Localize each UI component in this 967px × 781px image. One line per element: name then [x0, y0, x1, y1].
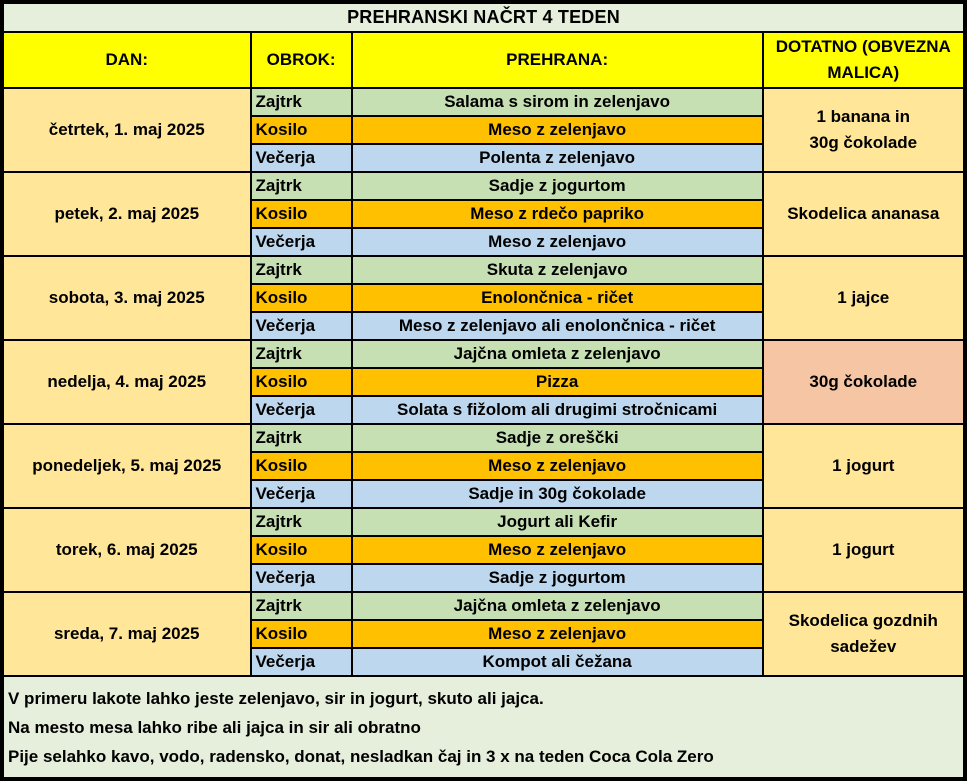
day-cell-3: sobota, 3. maj 2025 [2, 255, 252, 341]
meal-label-lunch: Kosilo [249, 199, 353, 229]
meal-label-dinner: Večerja [249, 647, 353, 677]
meal-label-breakfast: Zajtrk [249, 87, 353, 117]
day-cell-4: nedelja, 4. maj 2025 [2, 339, 252, 425]
extra-cell-2: Skodelica ananasa [761, 171, 966, 257]
note-hunger: V primeru lakote lahko jeste zelenjavo, … [8, 688, 544, 708]
notes-row: V primeru lakote lahko jeste zelenjavo, … [2, 675, 965, 779]
day-cell-1: četrtek, 1. maj 2025 [2, 87, 252, 173]
column-header-extra: DOTATNO (OBVEZNA MALICA) [761, 31, 966, 89]
food-cell: Meso z rdečo papriko [350, 199, 764, 229]
food-cell: Meso z zelenjavo [350, 115, 764, 145]
food-cell: Jajčna omleta z zelenjavo [350, 591, 764, 621]
table-row: Kosilo Enolončnica - ričet [3, 283, 964, 313]
meal-label-lunch: Kosilo [249, 283, 353, 313]
meal-label-lunch: Kosilo [249, 535, 353, 565]
meal-label-dinner: Večerja [249, 143, 353, 173]
table-row: nedelja, 4. maj 2025 Zajtrk Jajčna omlet… [2, 339, 966, 425]
table-row: sreda, 7. maj 2025 Zajtrk Jajčna omleta … [2, 591, 966, 677]
food-cell: Sadje in 30g čokolade [350, 479, 764, 509]
food-cell: Jajčna omleta z zelenjavo [350, 339, 764, 369]
meal-label-breakfast: Zajtrk [249, 171, 353, 201]
table-row: Večerja Sadje in 30g čokolade [3, 479, 964, 509]
meal-label-breakfast: Zajtrk [249, 423, 353, 453]
food-cell: Meso z zelenjavo ali enolončnica - ričet [350, 311, 764, 341]
extra-cell-1: 1 banana in 30g čokolade [761, 87, 966, 173]
food-cell: Meso z zelenjavo [350, 227, 764, 257]
table-row: ponedeljek, 5. maj 2025 Zajtrk Sadje z o… [2, 423, 966, 509]
meal-label-dinner: Večerja [249, 395, 353, 425]
extra-cell-3: 1 jajce [761, 255, 966, 341]
table-row: Večerja Polenta z zelenjavo [3, 143, 964, 173]
table-row: Kosilo Pizza [3, 367, 964, 397]
food-cell: Meso z zelenjavo [350, 535, 764, 565]
extra-cell-4-highlighted: 30g čokolade [761, 339, 966, 425]
food-cell: Jogurt ali Kefir [350, 507, 764, 537]
table-row: Večerja Solata s fižolom ali drugimi str… [3, 395, 964, 425]
food-cell: Polenta z zelenjavo [350, 143, 764, 173]
column-header-food: PREHRANA: [350, 31, 764, 89]
table-row: Kosilo Meso z zelenjavo [3, 535, 964, 565]
food-cell: Sadje z jogurtom [350, 171, 764, 201]
table-row: Večerja Kompot ali čežana [3, 647, 964, 677]
page-title: PREHRANSKI NAČRT 4 TEDEN [2, 2, 965, 33]
table-row: četrtek, 1. maj 2025 Zajtrk Salama s sir… [2, 87, 966, 173]
meal-label-lunch: Kosilo [249, 115, 353, 145]
table-row: torek, 6. maj 2025 Zajtrk Jogurt ali Kef… [2, 507, 966, 593]
column-header-meal: OBROK: [249, 31, 353, 89]
table-row: Kosilo Meso z zelenjavo [3, 451, 964, 481]
food-cell: Meso z zelenjavo [350, 619, 764, 649]
table-row: Večerja Meso z zelenjavo [3, 227, 964, 257]
table-row: sobota, 3. maj 2025 Zajtrk Skuta z zelen… [2, 255, 966, 341]
meal-label-dinner: Večerja [249, 563, 353, 593]
food-cell: Salama s sirom in zelenjavo [350, 87, 764, 117]
day-cell-6: torek, 6. maj 2025 [2, 507, 252, 593]
meal-label-breakfast: Zajtrk [249, 339, 353, 369]
food-cell: Kompot ali čežana [350, 647, 764, 677]
meal-label-breakfast: Zajtrk [249, 255, 353, 285]
extra-cell-5: 1 jogurt [761, 423, 966, 509]
table-row: Kosilo Meso z rdečo papriko [3, 199, 964, 229]
day-cell-5: ponedeljek, 5. maj 2025 [2, 423, 252, 509]
note-drinks: Pije selahko kavo, vodo, radensko, donat… [8, 746, 714, 766]
food-cell: Pizza [350, 367, 764, 397]
meal-label-dinner: Večerja [249, 311, 353, 341]
food-cell: Solata s fižolom ali drugimi stročnicami [350, 395, 764, 425]
table-row: Kosilo Meso z zelenjavo [3, 619, 964, 649]
note-substitution: Na mesto mesa lahko ribe ali jajca in si… [8, 717, 421, 737]
food-cell: Meso z zelenjavo [350, 451, 764, 481]
meal-label-breakfast: Zajtrk [249, 507, 353, 537]
extra-cell-6: 1 jogurt [761, 507, 966, 593]
day-cell-7: sreda, 7. maj 2025 [2, 591, 252, 677]
day-cell-2: petek, 2. maj 2025 [2, 171, 252, 257]
meal-label-dinner: Večerja [249, 227, 353, 257]
meal-label-breakfast: Zajtrk [249, 591, 353, 621]
table-row: petek, 2. maj 2025 Zajtrk Sadje z jogurt… [2, 171, 966, 257]
food-cell: Enolončnica - ričet [350, 283, 764, 313]
food-cell: Sadje z oreščki [350, 423, 764, 453]
meal-label-lunch: Kosilo [249, 367, 353, 397]
meal-label-lunch: Kosilo [249, 451, 353, 481]
column-header-day: DAN: [2, 31, 252, 89]
food-cell: Sadje z jogurtom [350, 563, 764, 593]
table-row: Večerja Meso z zelenjavo ali enolončnica… [3, 311, 964, 341]
table-row: Kosilo Meso z zelenjavo [3, 115, 964, 145]
notes-cell: V primeru lakote lahko jeste zelenjavo, … [2, 675, 965, 779]
meal-label-lunch: Kosilo [249, 619, 353, 649]
extra-cell-7: Skodelica gozdnih sadežev [761, 591, 966, 677]
meal-label-dinner: Večerja [249, 479, 353, 509]
table-row: Večerja Sadje z jogurtom [3, 563, 964, 593]
food-cell: Skuta z zelenjavo [350, 255, 764, 285]
